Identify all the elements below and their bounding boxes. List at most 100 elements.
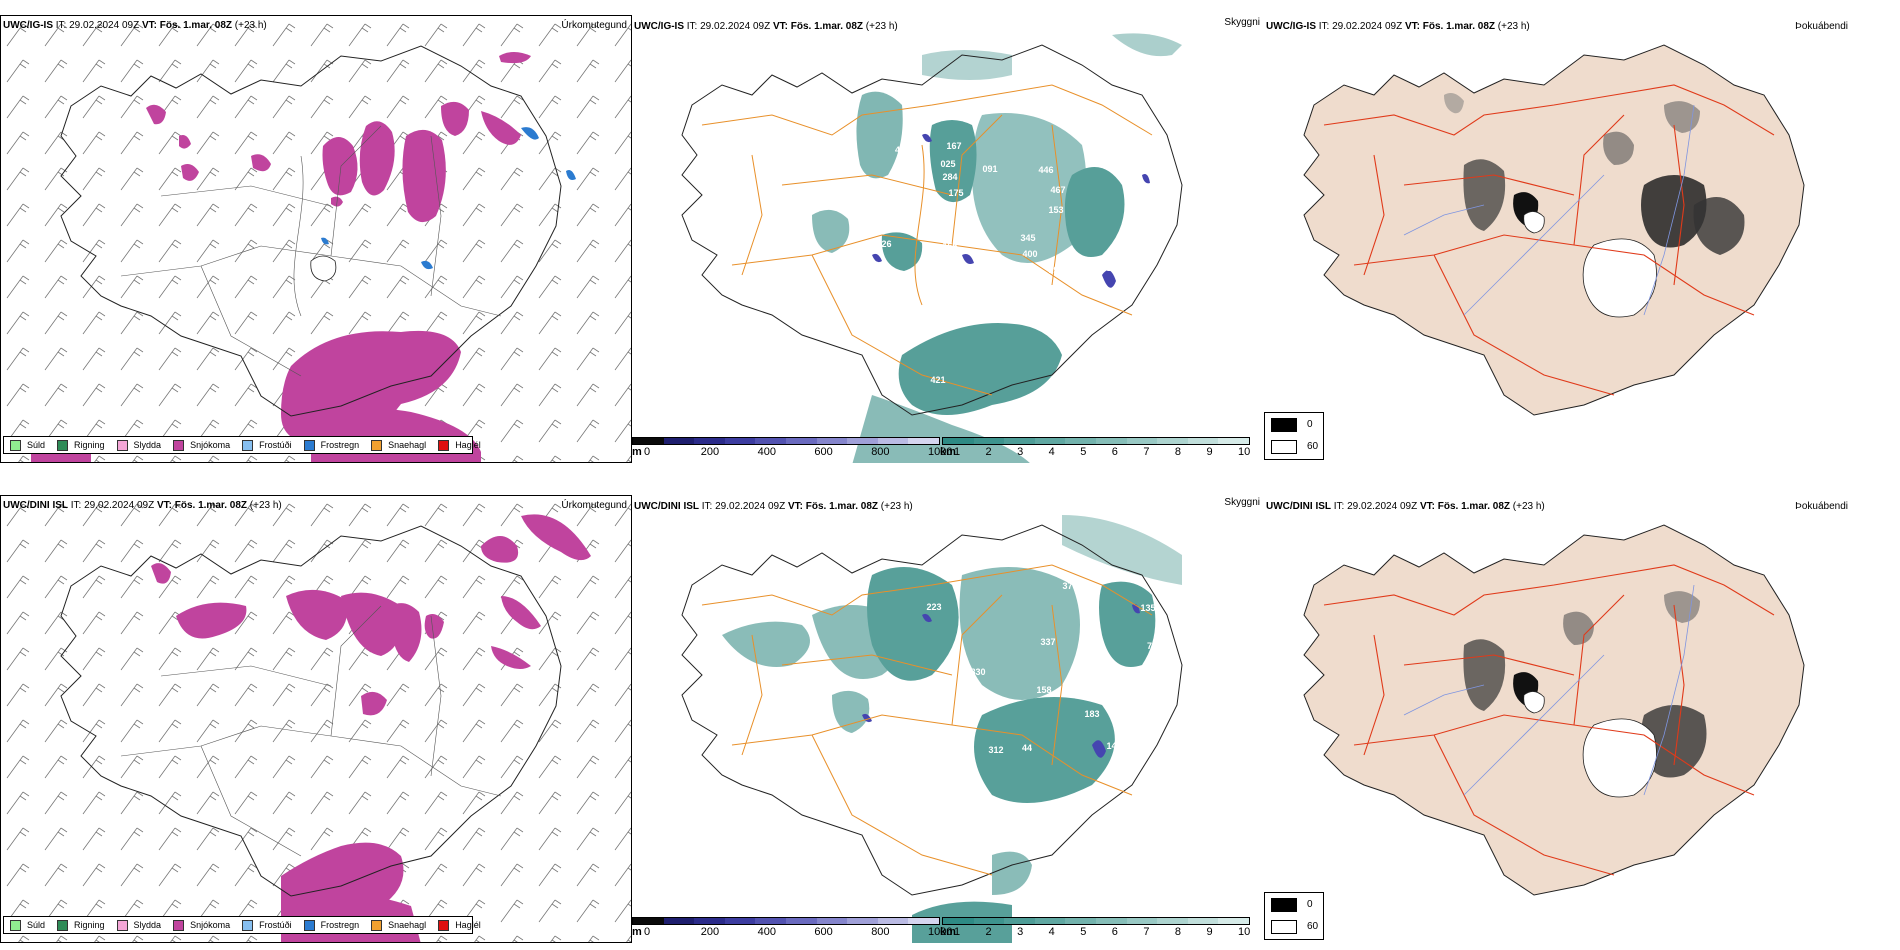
- lead-time: (+23 h): [1497, 21, 1530, 32]
- scale-tick-label: 800: [871, 446, 890, 458]
- legend-label: Slydda: [133, 440, 162, 450]
- it-label: IT:: [701, 501, 713, 512]
- model-name: UWC/DINI ISL: [634, 501, 699, 512]
- visibility-value-label: 446: [1038, 165, 1053, 175]
- model-name: UWC/IG-IS: [3, 20, 53, 31]
- glaciers: [310, 255, 337, 282]
- legend-label: Frostregn: [320, 440, 360, 450]
- scale-segment: [816, 918, 848, 924]
- land-area: [1303, 44, 1805, 416]
- lead-time: (+23 h): [865, 21, 898, 32]
- precip-legend: Súld Rigning Slydda Snjókoma Frostúði Fr…: [3, 916, 481, 934]
- scale-segment: [816, 438, 848, 444]
- legend-item: Snjókoma: [173, 919, 231, 931]
- legend-label: Rigning: [74, 920, 105, 930]
- legend-item: Frostúði: [242, 919, 292, 931]
- legend-label: Snjókoma: [190, 440, 231, 450]
- legend-swatch: [10, 919, 21, 931]
- scale-segment: [633, 438, 664, 444]
- scale-km: [942, 917, 1250, 925]
- roads: [1323, 84, 1775, 396]
- legend-item: Slydda: [116, 439, 162, 451]
- scale-m-unit: m: [632, 926, 642, 938]
- vt-label: VT:: [1404, 21, 1420, 32]
- fog-legend-top: 0 60: [1264, 412, 1324, 460]
- visibility-value-label: 24: [1139, 143, 1149, 153]
- scale-segment: [786, 918, 817, 924]
- visibility-values: 46 167 025 284 091 175 446 467 153 126 166 345 400 19…: [876, 141, 1149, 385]
- legend-item: Slydda: [116, 919, 161, 931]
- visibility-value-label: 71: [1147, 641, 1157, 651]
- legend-swatch: [303, 919, 315, 931]
- it-value: 29.02.2024 09Z: [715, 501, 786, 512]
- scale-tick-label: 400: [757, 926, 776, 938]
- panel-variable-name: Skyggni: [1224, 497, 1260, 508]
- freezing-rain-areas: [321, 127, 576, 270]
- scale-segment: [847, 918, 878, 924]
- scale-tick-label: 4: [1048, 926, 1055, 938]
- visibility-value-label: 44: [1022, 743, 1032, 753]
- legend-item: Súld: [10, 439, 46, 451]
- legend-swatch: [57, 919, 69, 931]
- panel-variable-name: Úrkomutegund: [561, 500, 627, 511]
- legend-swatch: [438, 919, 450, 931]
- legend-label: Súld: [27, 440, 46, 450]
- legend-swatch: [116, 439, 128, 451]
- panel-header: UWC/DINI ISL IT: 29.02.2024 09Z VT: Fös.…: [634, 501, 913, 512]
- legend-item: Snaehagl: [371, 919, 426, 931]
- legend-swatch: [438, 439, 450, 451]
- coastline: [60, 45, 562, 417]
- visibility-value-label: 147: [1106, 741, 1121, 751]
- vt-label: VT:: [141, 20, 157, 31]
- coastline: [681, 44, 1183, 416]
- visibility-value-label: 24: [887, 727, 897, 737]
- visibility-value-label: 312: [988, 745, 1003, 755]
- fog-legend-label: 60: [1307, 921, 1319, 932]
- roads: [1323, 564, 1775, 876]
- scale-tick-label: 400: [757, 446, 776, 458]
- visibility-value-label: 830: [970, 667, 985, 677]
- scale-segment: [847, 438, 878, 444]
- it-value: 29.02.2024 09Z: [1347, 501, 1418, 512]
- scale-tick-label: 1: [954, 446, 961, 458]
- scale-meters: [632, 917, 940, 925]
- it-label: IT:: [55, 20, 67, 31]
- roads: [120, 605, 502, 857]
- vt-label: VT:: [156, 500, 172, 511]
- scale-tick-label: 600: [814, 446, 833, 458]
- scale-tick-label: 3: [1017, 926, 1024, 938]
- scale-segment: [973, 438, 1005, 444]
- scale-segment: [663, 438, 695, 444]
- scale-km-unit: km: [940, 926, 956, 938]
- scale-tick-label: 9: [1206, 926, 1213, 938]
- model-name: UWC/IG-IS: [634, 21, 684, 32]
- visibility-value-label: 198: [1048, 265, 1063, 275]
- visibility-value-label: 091: [982, 164, 997, 174]
- legend-item: Frostúði: [242, 439, 292, 451]
- scale-tick-label: 6: [1111, 926, 1118, 938]
- precip-type-panel-top: UWC/IG-IS IT: 29.02.2024 09Z VT: Fös. 1.…: [0, 15, 632, 463]
- scale-segment: [1218, 438, 1249, 444]
- scale-segment: [1096, 438, 1127, 444]
- precip-legend: Súld Rigning Slydda Snjókoma Frostúði Fr…: [3, 436, 481, 454]
- scale-tick-label: 8: [1174, 446, 1181, 458]
- lead-time: (+23 h): [1512, 501, 1545, 512]
- scale-km-unit: km: [940, 446, 956, 458]
- panel-variable-name: Þokuábendi: [1795, 501, 1848, 512]
- it-value: 29.02.2024 09Z: [69, 20, 140, 31]
- precip-map: [1, 496, 631, 942]
- panel-header: UWC/IG-IS IT: 29.02.2024 09Z VT: Fös. 1.…: [634, 21, 898, 32]
- scale-segment: [1034, 438, 1066, 444]
- visibility-value-label: 183: [1084, 709, 1099, 719]
- legend-label: Snjókoma: [190, 920, 231, 930]
- scale-tick-label: 0: [644, 926, 651, 938]
- visibility-values: 223 376 135 71 830 337 158 24 189 312 44 183 147 60: [887, 581, 1157, 887]
- fog-map: [1303, 44, 1805, 416]
- scale-tick-label: 0: [644, 446, 651, 458]
- scale-segment: [1004, 918, 1035, 924]
- visibility-scale-top: m km 0 200 400 600 800 1000 1 2 3 4 5 6 7 8 9 10: [632, 437, 1262, 461]
- panel-header: UWC/DINI ISL IT: 29.02.2024 09Z VT: Fös.…: [1266, 501, 1545, 512]
- legend-item: Frostregn: [303, 439, 360, 451]
- panel-header: UWC/DINI ISL IT: 29.02.2024 09Z VT: Fös.…: [3, 500, 282, 511]
- legend-label: Haglél: [455, 920, 481, 930]
